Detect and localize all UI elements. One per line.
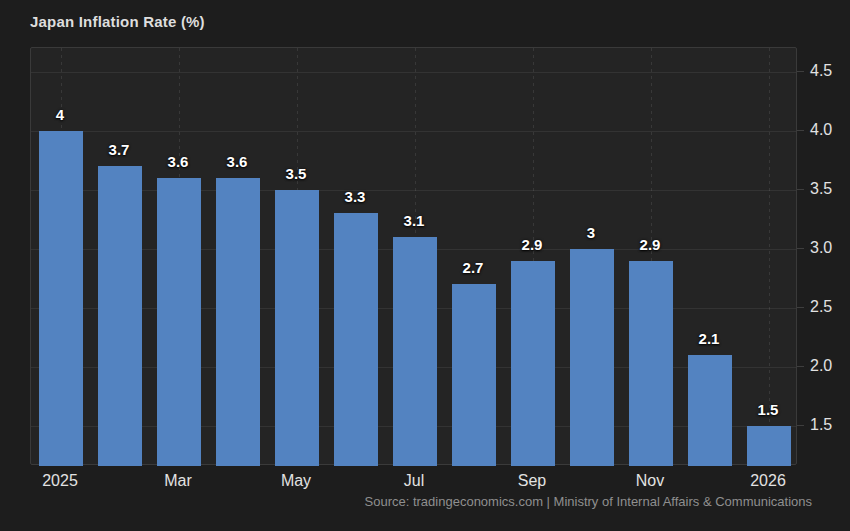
bar[interactable] (216, 178, 260, 466)
bar[interactable] (570, 249, 614, 466)
bar-value-label: 4 (30, 106, 90, 123)
bar[interactable] (511, 261, 555, 466)
bar-value-label: 2.9 (620, 236, 680, 253)
bar[interactable] (157, 178, 201, 466)
bar[interactable] (393, 237, 437, 466)
bar[interactable] (275, 190, 319, 466)
y-tick-mark (797, 307, 804, 308)
bar-value-label: 3.6 (148, 153, 208, 170)
bar[interactable] (452, 284, 496, 466)
y-tick-mark (797, 425, 804, 426)
x-tick-label: Sep (492, 472, 572, 490)
y-tick-label: 3.5 (810, 180, 832, 198)
bar-value-label: 3.6 (207, 153, 267, 170)
bar-value-label: 3.3 (325, 188, 385, 205)
x-tick-label: 2026 (728, 472, 808, 490)
y-tick-mark (797, 130, 804, 131)
bar-value-label: 3.7 (89, 141, 149, 158)
y-tick-label: 2.0 (810, 357, 832, 375)
y-tick-mark (797, 248, 804, 249)
y-tick-label: 2.5 (810, 298, 832, 316)
y-gridline (31, 190, 796, 191)
y-tick-label: 1.5 (810, 416, 832, 434)
y-gridline (31, 131, 796, 132)
y-tick-label: 4.0 (810, 121, 832, 139)
plot-area (30, 47, 797, 465)
bar-value-label: 2.7 (443, 259, 503, 276)
y-gridline (31, 72, 796, 73)
x-tick-label: Jul (374, 472, 454, 490)
x-tick-label: Mar (138, 472, 218, 490)
y-tick-mark (797, 366, 804, 367)
bar-value-label: 3 (561, 224, 621, 241)
bar-value-label: 3.1 (384, 212, 444, 229)
y-tick-mark (797, 189, 804, 190)
bar-value-label: 2.9 (502, 236, 562, 253)
bar[interactable] (334, 213, 378, 466)
bar-value-label: 2.1 (679, 330, 739, 347)
bar[interactable] (747, 426, 791, 466)
y-tick-mark (797, 71, 804, 72)
bar[interactable] (688, 355, 732, 466)
x-tick-label: 2025 (20, 472, 100, 490)
y-tick-label: 3.0 (810, 239, 832, 257)
bar-value-label: 1.5 (738, 401, 798, 418)
source-attribution: Source: tradingeconomics.com | Ministry … (365, 494, 812, 509)
bar[interactable] (39, 131, 83, 466)
x-tick-label: May (256, 472, 336, 490)
bar[interactable] (98, 166, 142, 466)
chart-title: Japan Inflation Rate (%) (30, 13, 205, 30)
x-tick-label: Nov (610, 472, 690, 490)
bar-value-label: 3.5 (266, 165, 326, 182)
y-tick-label: 4.5 (810, 62, 832, 80)
bar[interactable] (629, 261, 673, 466)
